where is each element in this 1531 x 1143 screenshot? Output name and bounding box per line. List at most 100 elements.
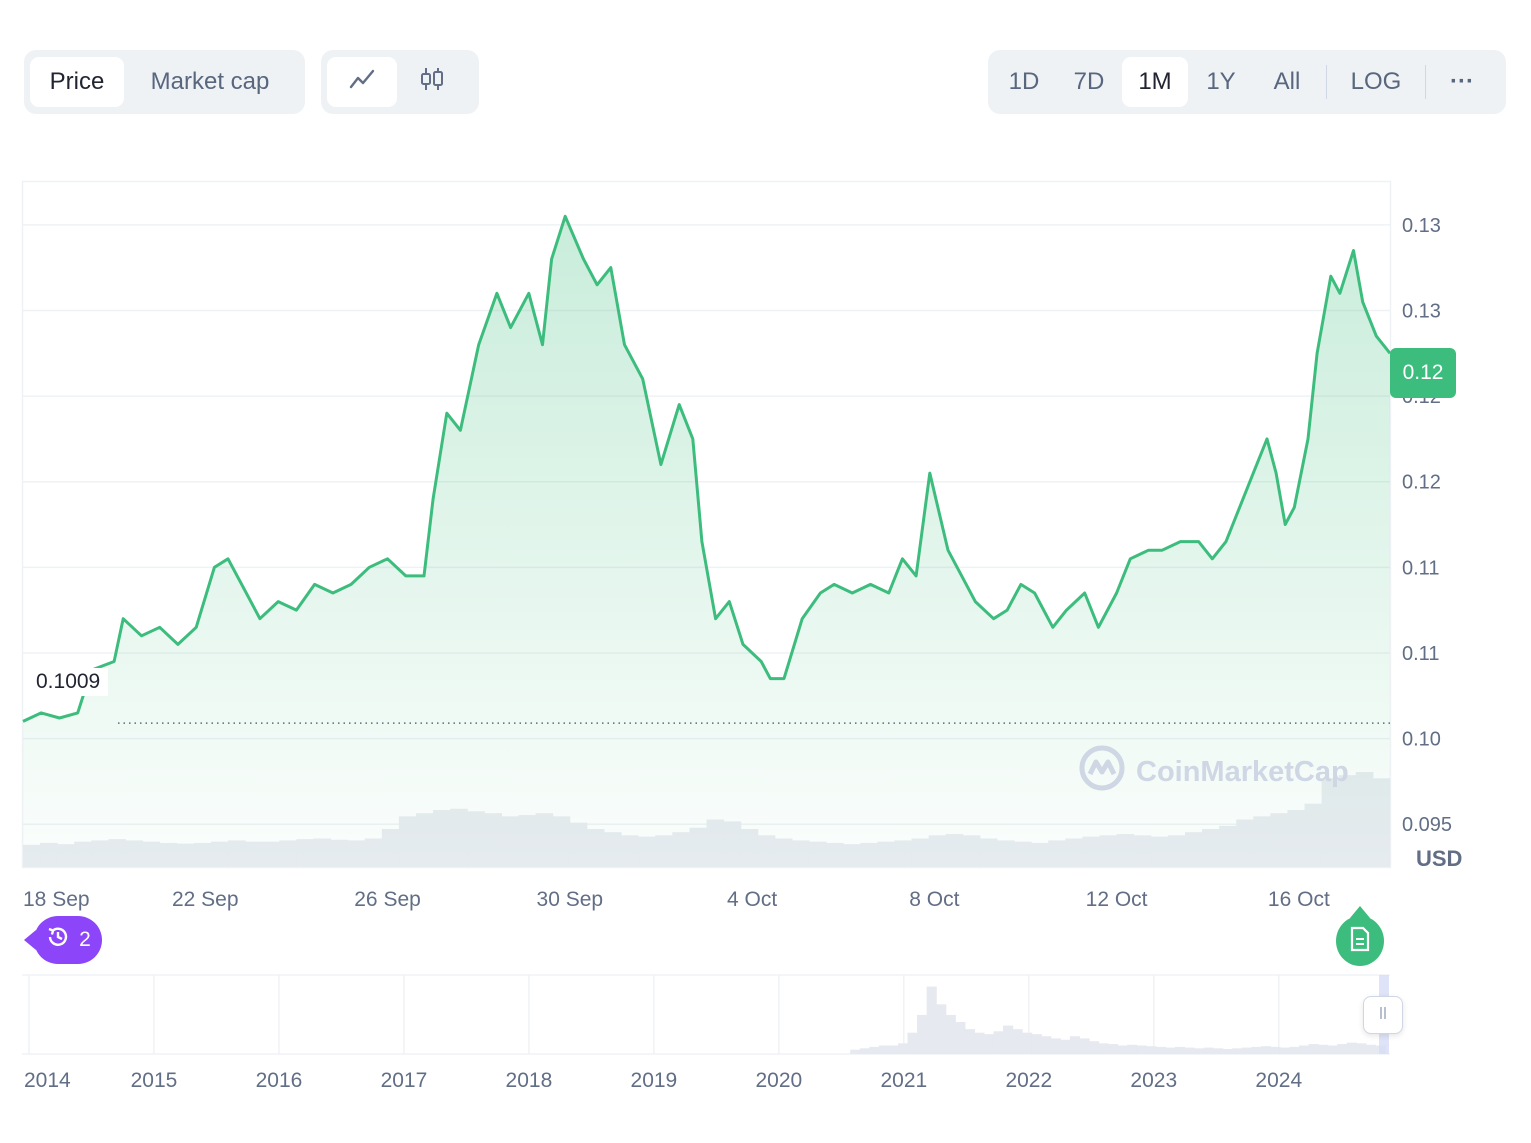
navigator-bar <box>1031 1034 1042 1054</box>
navigator-year-label: 2019 <box>631 1069 678 1092</box>
currency-label: USD <box>1416 846 1463 871</box>
range-1y[interactable]: 1Y <box>1206 68 1236 95</box>
navigator-bar <box>1022 1032 1033 1054</box>
document-icon <box>1349 926 1371 957</box>
navigator-bar <box>983 1034 995 1054</box>
navigator-year-label: 2020 <box>756 1069 803 1092</box>
navigator-bar <box>1222 1049 1233 1054</box>
more-options-button[interactable]: ··· <box>1450 68 1474 95</box>
y-tick-label: 0.12 <box>1402 472 1441 494</box>
plot-frame <box>21 180 1392 869</box>
navigator-year-label: 2024 <box>1255 1069 1302 1092</box>
navigator-year-label: 2014 <box>24 1069 71 1092</box>
navigator-bar <box>878 1045 890 1054</box>
navigator-bar <box>1203 1047 1214 1054</box>
range-1m[interactable]: 1M <box>1122 57 1188 107</box>
log-toggle[interactable]: LOG <box>1350 68 1402 95</box>
navigator-bar <box>1117 1045 1128 1054</box>
navigator-bar <box>1060 1039 1071 1054</box>
navigator-bar <box>945 1014 956 1054</box>
navigator-bar <box>926 986 937 1054</box>
watermark-text: CoinMarketCap <box>1136 755 1349 788</box>
navigator-bar <box>859 1048 870 1054</box>
chart-style-toggle <box>321 50 479 114</box>
y-tick-label: 0.11 <box>1402 557 1439 579</box>
x-axis: 18 Sep 22 Sep 26 Sep 30 Sep 4 Oct 8 Oct 12 Oct… <box>23 888 1330 911</box>
y-tick-label: 0.11 <box>1402 643 1439 665</box>
navigator-bar <box>1155 1046 1166 1054</box>
navigator-bar <box>907 1032 918 1054</box>
navigator-bar <box>917 1014 928 1054</box>
price-line <box>22 214 1392 723</box>
navigator-bar <box>1318 1044 1329 1054</box>
navigator-bar <box>1194 1048 1205 1054</box>
baseline-label: 0.1009 <box>28 668 109 696</box>
navigator-bar <box>1098 1043 1109 1054</box>
navigator-bar <box>888 1045 899 1054</box>
navigator-bar <box>1251 1046 1262 1054</box>
navigator-bar <box>1213 1048 1224 1054</box>
navigator-handle[interactable] <box>1363 996 1403 1034</box>
navigator-bar <box>1270 1046 1281 1054</box>
navigator-bar <box>1003 1025 1014 1054</box>
navigator-bar <box>1069 1036 1081 1054</box>
candlestick-chart-button[interactable] <box>397 57 467 107</box>
navigator-bar <box>1289 1046 1300 1054</box>
price-area <box>23 216 1390 868</box>
navigator-year-label: 2017 <box>381 1069 428 1092</box>
navigator-bar <box>974 1032 985 1054</box>
navigator-bar <box>936 1004 947 1054</box>
navigator-bar <box>1088 1041 1100 1054</box>
events-count: 2 <box>79 928 91 951</box>
navigator-bar <box>1184 1047 1195 1054</box>
x-tick-label: 8 Oct <box>909 888 959 911</box>
range-separator <box>1326 65 1327 99</box>
y-tick-label: 0.10 <box>1402 729 1441 751</box>
navigator-bar <box>1241 1047 1252 1054</box>
navigator-bar <box>1079 1038 1090 1054</box>
navigator-year-label: 2022 <box>1005 1069 1052 1092</box>
navigator-year-label: 2016 <box>256 1069 303 1092</box>
navigator-year-label: 2015 <box>131 1069 178 1092</box>
navigator-bar <box>869 1046 880 1054</box>
line-chart-button[interactable] <box>327 57 397 107</box>
navigator-bar <box>1327 1045 1338 1054</box>
range-7d[interactable]: 7D <box>1073 68 1105 95</box>
x-tick-label: 26 Sep <box>354 888 421 911</box>
navigator-bar <box>1136 1045 1147 1054</box>
navigator-bar <box>1308 1044 1319 1054</box>
events-badge[interactable]: 2 <box>24 916 102 964</box>
navigator-bar <box>1279 1047 1291 1054</box>
watermark: CoinMarketCap <box>1078 744 1349 800</box>
navigator-bar <box>1174 1046 1186 1054</box>
range-1d[interactable]: 1D <box>1008 68 1040 95</box>
navigator-bar <box>1299 1045 1310 1054</box>
tab-market-cap[interactable]: Market cap <box>150 68 270 95</box>
x-tick-label: 12 Oct <box>1086 888 1148 911</box>
navigator-bar <box>1356 1043 1367 1054</box>
navigator-bar <box>1127 1044 1138 1054</box>
navigator-bar <box>897 1043 909 1054</box>
navigator-year-label: 2021 <box>880 1069 927 1092</box>
x-tick-label: 22 Sep <box>172 888 239 911</box>
range-all[interactable]: All <box>1273 68 1301 95</box>
navigator[interactable]: 2014 2015 2016 2017 2018 2019 2020 2021 2022 2023… <box>22 974 1390 1092</box>
navigator-bar <box>1146 1046 1157 1054</box>
navigator-bar <box>850 1049 861 1054</box>
candlestick-icon <box>418 65 446 100</box>
y-tick-label: 0.13 <box>1402 300 1441 322</box>
navigator-bar <box>1050 1038 1061 1054</box>
navigator-bar <box>1108 1044 1119 1054</box>
tab-price[interactable]: Price <box>30 57 124 107</box>
x-tick-label: 4 Oct <box>727 888 777 911</box>
navigator-bar <box>1041 1036 1052 1054</box>
navigator-year-label: 2023 <box>1130 1069 1177 1092</box>
note-badge[interactable] <box>1336 906 1384 966</box>
drag-handle-icon <box>1377 1005 1389 1026</box>
navigator-bar <box>955 1022 966 1054</box>
navigator-bar <box>1165 1047 1176 1054</box>
x-tick-label: 16 Oct <box>1268 888 1330 911</box>
range-separator <box>1425 65 1426 99</box>
navigator-bar <box>1012 1029 1023 1054</box>
